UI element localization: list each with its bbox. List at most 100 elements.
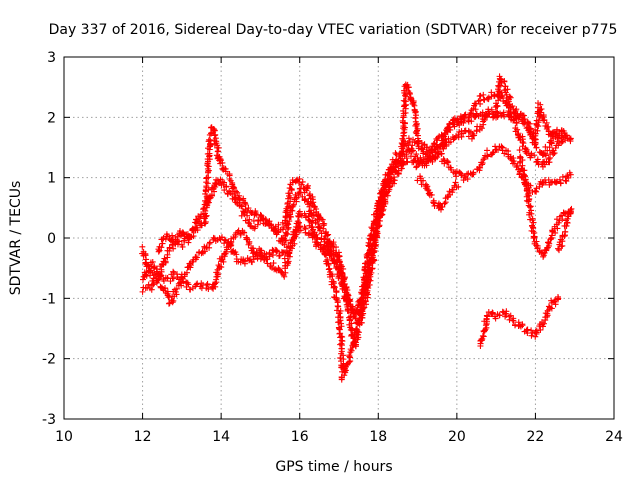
data-point (287, 181, 294, 188)
data-point (304, 184, 311, 191)
data-point (484, 153, 491, 160)
data-point (458, 172, 465, 179)
data-point (556, 247, 562, 254)
data-point (400, 97, 407, 104)
data-point (450, 136, 457, 143)
data-point (492, 315, 499, 322)
data-point (417, 154, 424, 161)
x-tick-label: 10 (55, 429, 73, 445)
data-point (285, 258, 292, 265)
data-point (558, 139, 565, 146)
data-point (233, 251, 240, 258)
data-point (245, 241, 252, 248)
data-point (429, 152, 436, 159)
data-point (501, 150, 508, 157)
data-point (170, 275, 177, 282)
data-point (160, 278, 167, 285)
data-point (282, 220, 289, 227)
series-track-e (414, 147, 575, 350)
data-point (338, 323, 345, 330)
data-point (350, 340, 357, 347)
data-point (176, 238, 183, 245)
data-point (483, 316, 490, 323)
data-point (415, 137, 422, 144)
data-point (419, 145, 426, 152)
data-point (506, 93, 513, 100)
data-point (291, 240, 298, 247)
data-point (488, 106, 495, 113)
data-point (142, 252, 149, 259)
data-point (335, 324, 342, 331)
data-point (344, 305, 351, 312)
x-axis-label: GPS time / hours (275, 459, 392, 475)
data-point (384, 178, 391, 185)
data-point (282, 217, 289, 224)
data-point (366, 281, 373, 288)
data-point (489, 149, 496, 156)
data-point (275, 265, 282, 272)
data-point (177, 280, 184, 287)
data-point (430, 197, 437, 204)
data-point (282, 269, 289, 276)
data-point (556, 241, 563, 248)
data-point (507, 103, 514, 110)
data-point (352, 315, 359, 322)
data-point (226, 176, 233, 183)
data-point (241, 229, 248, 236)
data-point (413, 122, 420, 129)
data-point (286, 202, 293, 209)
data-point (411, 139, 418, 146)
data-point (286, 253, 293, 260)
data-point (425, 190, 432, 197)
data-point (330, 251, 337, 258)
data-point (325, 231, 332, 238)
data-point (480, 91, 487, 98)
data-point (479, 161, 486, 168)
data-point (494, 113, 501, 120)
data-point (481, 96, 488, 103)
data-point (457, 113, 464, 120)
data-point (472, 106, 479, 113)
data-point (479, 112, 486, 119)
data-point (423, 148, 430, 155)
data-point (405, 135, 412, 142)
data-point (541, 161, 548, 168)
data-point (557, 179, 564, 186)
data-point (412, 129, 419, 136)
data-point (476, 164, 483, 171)
data-point (353, 326, 360, 333)
data-point (224, 246, 231, 253)
data-point (406, 90, 413, 97)
data-point (544, 307, 551, 314)
data-point (324, 240, 331, 247)
y-tick-label: 0 (47, 231, 56, 247)
data-point (170, 245, 177, 252)
data-point (397, 155, 404, 162)
data-point (182, 235, 189, 242)
data-point (341, 274, 348, 281)
x-tick-label: 16 (291, 429, 309, 445)
data-point (529, 215, 536, 222)
data-point (533, 242, 540, 249)
data-point (154, 277, 161, 284)
data-point (170, 297, 177, 304)
data-point (442, 136, 449, 143)
data-point (280, 224, 287, 231)
data-point (562, 223, 569, 230)
data-point (283, 205, 290, 212)
data-point (165, 300, 172, 307)
data-point (531, 233, 538, 240)
data-point (435, 150, 442, 157)
data-point (508, 114, 515, 121)
data-point (441, 200, 448, 207)
data-point (565, 174, 572, 181)
data-point (452, 179, 459, 186)
data-point (519, 157, 526, 164)
data-point (470, 169, 477, 176)
data-point (281, 241, 288, 248)
data-point (173, 285, 180, 292)
data-point (510, 317, 517, 324)
data-point (465, 117, 472, 124)
data-point (559, 232, 566, 239)
data-point (550, 129, 557, 136)
